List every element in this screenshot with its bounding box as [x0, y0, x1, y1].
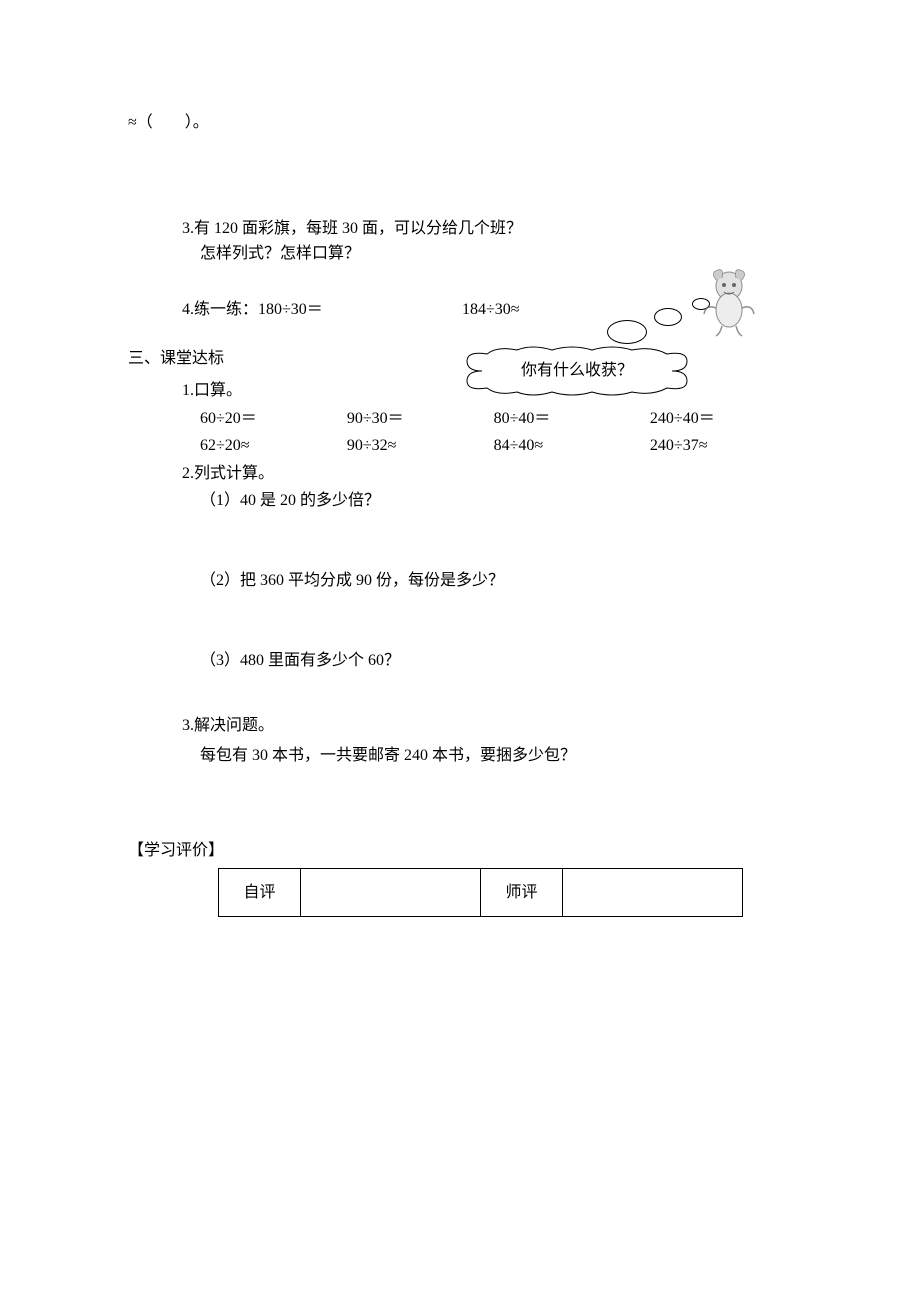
- calc-cell: 90÷32≈: [347, 433, 494, 459]
- teacher-eval-label: 师评: [481, 868, 563, 916]
- teacher-eval-blank: [563, 868, 743, 916]
- s3-2-q3: （3）480 里面有多少个 60？: [200, 648, 792, 674]
- calc-cell: 62÷20≈: [200, 433, 347, 459]
- cloud-main: 你有什么收获？: [462, 346, 692, 396]
- evaluation-table: 自评 师评: [218, 868, 743, 917]
- calc-cell: 84÷40≈: [494, 433, 650, 459]
- calc-cell: 240÷37≈: [650, 433, 792, 459]
- fragment-text: ≈（ ）。: [128, 114, 209, 131]
- worksheet-page: ≈（ ）。 3.有 120 面彩旗，每班 30 面，可以分给几个班？ 怎样列式？…: [0, 0, 920, 917]
- mental-calc-row2: 62÷20≈ 90÷32≈ 84÷40≈ 240÷37≈: [200, 433, 792, 459]
- cartoon-character-icon: [700, 268, 758, 338]
- cloud-bubble-icon: [654, 308, 682, 326]
- cloud-text: 你有什么收获？: [462, 346, 692, 396]
- self-eval-label: 自评: [219, 868, 301, 916]
- table-row: 自评 师评: [219, 868, 743, 916]
- s3-3-body: 每包有 30 本书，一共要邮寄 240 本书，要捆多少包？: [200, 743, 792, 769]
- s3-2-q2: （2）把 360 平均分成 90 份，每份是多少？: [200, 568, 792, 594]
- self-eval-blank: [301, 868, 481, 916]
- s3-2-q1: （1）40 是 20 的多少倍？: [200, 488, 792, 514]
- s3-item3-label: 3.解决问题。: [182, 713, 792, 739]
- cloud-bubble-icon: [607, 320, 647, 344]
- q4-part-a: 4.练一练：180÷30＝: [182, 297, 462, 323]
- fragment-top: ≈（ ）。: [128, 110, 792, 136]
- q3-line2: 怎样列式？怎样口算？: [200, 241, 792, 267]
- evaluation-heading: 【学习评价】: [128, 838, 792, 864]
- question-3: 3.有 120 面彩旗，每班 30 面，可以分给几个班？ 怎样列式？怎样口算？: [182, 216, 792, 267]
- q3-line1: 3.有 120 面彩旗，每班 30 面，可以分给几个班？: [182, 216, 792, 242]
- calc-cell: 60÷20＝: [200, 406, 347, 432]
- s3-item2-label: 2.列式计算。: [182, 461, 792, 487]
